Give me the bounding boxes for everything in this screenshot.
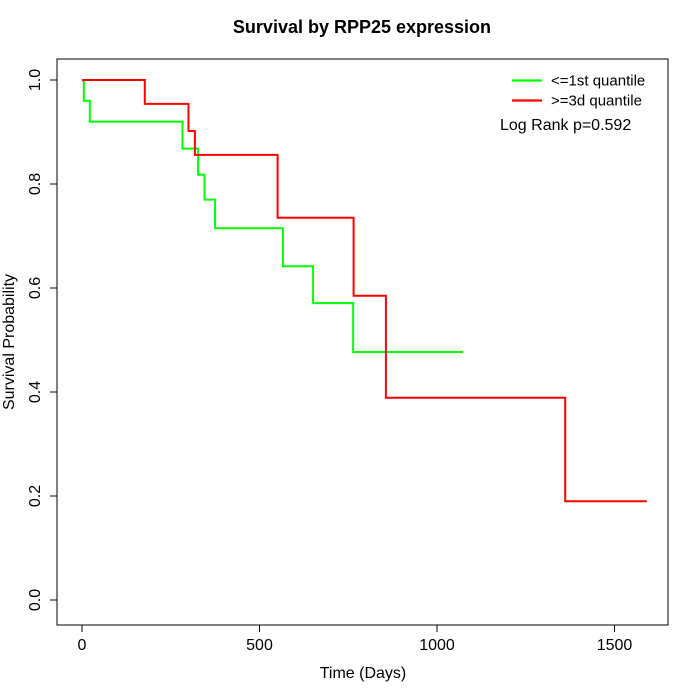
legend-label-first-quantile: <=1st quantile [551,73,645,90]
legend-label-third-quantile: >=3d quantile [551,93,642,110]
x-tick-label: 1000 [419,637,455,654]
km-curves [82,79,647,503]
logrank-annotation: Log Rank p=0.592 [500,117,631,134]
x-tick-label: 500 [246,637,273,654]
y-tick-label: 0.4 [27,381,44,403]
legend: <=1st quantile >=3d quantile Log Rank p=… [500,73,645,135]
km-curve-third-quantile [82,79,647,503]
chart-title: Survival by RPP25 expression [233,17,491,37]
y-tick-label: 0.2 [27,485,44,507]
x-tick-label: 1500 [597,637,633,654]
y-tick-label: 0.6 [27,277,44,299]
y-tick-label: 0.8 [27,173,44,195]
y-axis-title: Survival Probability [1,274,18,410]
plot-box [56,58,669,626]
x-tick-label: 0 [78,637,87,654]
y-axis: 0.0 0.2 0.4 0.6 0.8 1.0 [27,69,57,611]
y-tick-label: 0.0 [27,589,44,611]
x-axis-title: Time (Days) [320,665,407,682]
km-curve-first-quantile [82,79,463,353]
y-tick-label: 1.0 [27,69,44,91]
x-axis: 0 500 1000 1500 [78,625,633,654]
